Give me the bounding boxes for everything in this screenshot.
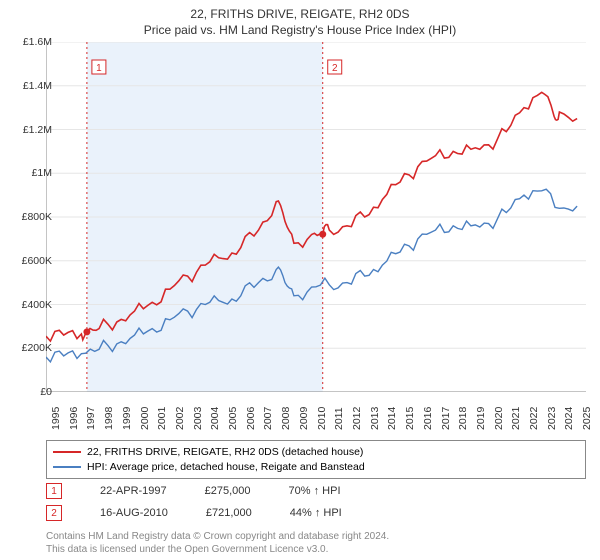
sale-price: £275,000 [205,485,251,497]
x-tick-label: 2014 [386,407,398,430]
x-tick-label: 2015 [404,407,416,430]
y-tick-label: £400K [22,299,52,311]
x-tick-label: 2017 [440,407,452,430]
x-tick-label: 2020 [493,407,505,430]
x-tick-label: 2008 [280,407,292,430]
legend-label: HPI: Average price, detached house, Reig… [87,460,365,475]
legend: 22, FRITHS DRIVE, REIGATE, RH2 0DS (deta… [46,440,586,479]
svg-text:2: 2 [332,63,338,74]
x-tick-label: 2004 [209,407,221,430]
chart-container: 22, FRITHS DRIVE, REIGATE, RH2 0DS Price… [0,0,600,560]
y-tick-label: £1M [32,167,52,179]
legend-swatch [53,466,81,468]
x-tick-label: 2009 [298,407,310,430]
x-tick-label: 1995 [50,407,62,430]
sale-date: 22-APR-1997 [100,485,167,497]
x-tick-label: 2007 [262,407,274,430]
x-tick-label: 2016 [422,407,434,430]
svg-text:1: 1 [96,63,102,74]
legend-label: 22, FRITHS DRIVE, REIGATE, RH2 0DS (deta… [87,445,363,460]
y-tick-label: £200K [22,342,52,354]
footer-line: Contains HM Land Registry data © Crown c… [46,530,389,543]
sale-delta: 70% ↑ HPI [289,485,341,497]
y-tick-label: £600K [22,255,52,267]
legend-swatch [53,451,81,453]
y-tick-label: £800K [22,211,52,223]
x-tick-label: 2003 [192,407,204,430]
sale-marker-icon: 1 [46,483,62,499]
chart-area: 12 [46,42,586,392]
x-tick-label: 2006 [245,407,257,430]
chart-title: 22, FRITHS DRIVE, REIGATE, RH2 0DS [0,0,600,23]
footer-line: This data is licensed under the Open Gov… [46,543,389,556]
y-tick-label: £1.4M [23,80,52,92]
x-tick-label: 2018 [457,407,469,430]
x-tick-label: 2010 [316,407,328,430]
sale-delta: 44% ↑ HPI [290,507,342,519]
legend-item: 22, FRITHS DRIVE, REIGATE, RH2 0DS (deta… [53,445,579,460]
x-tick-label: 2021 [510,407,522,430]
x-tick-label: 2024 [563,407,575,430]
x-tick-label: 2013 [369,407,381,430]
line-chart: 12 [46,42,586,392]
x-tick-label: 2011 [333,407,345,430]
sale-marker-icon: 2 [46,505,62,521]
x-tick-label: 2001 [156,407,168,430]
x-tick-label: 2002 [174,407,186,430]
x-tick-label: 2005 [227,407,239,430]
sale-row: 1 22-APR-1997 £275,000 70% ↑ HPI [46,483,341,499]
sale-date: 16-AUG-2010 [100,507,168,519]
x-tick-label: 2000 [139,407,151,430]
sale-row: 2 16-AUG-2010 £721,000 44% ↑ HPI [46,505,342,521]
x-tick-label: 2022 [528,407,540,430]
x-tick-label: 2025 [581,407,593,430]
x-tick-label: 1998 [103,407,115,430]
sale-price: £721,000 [206,507,252,519]
y-tick-label: £1.2M [23,124,52,136]
x-tick-label: 1999 [121,407,133,430]
x-tick-label: 2023 [546,407,558,430]
chart-subtitle: Price paid vs. HM Land Registry's House … [0,23,600,41]
x-tick-label: 1997 [85,407,97,430]
footer-attribution: Contains HM Land Registry data © Crown c… [46,530,389,556]
y-tick-label: £1.6M [23,36,52,48]
x-tick-label: 2019 [475,407,487,430]
x-tick-label: 2012 [351,407,363,430]
y-tick-label: £0 [40,386,52,398]
x-tick-label: 1996 [68,407,80,430]
legend-item: HPI: Average price, detached house, Reig… [53,460,579,475]
